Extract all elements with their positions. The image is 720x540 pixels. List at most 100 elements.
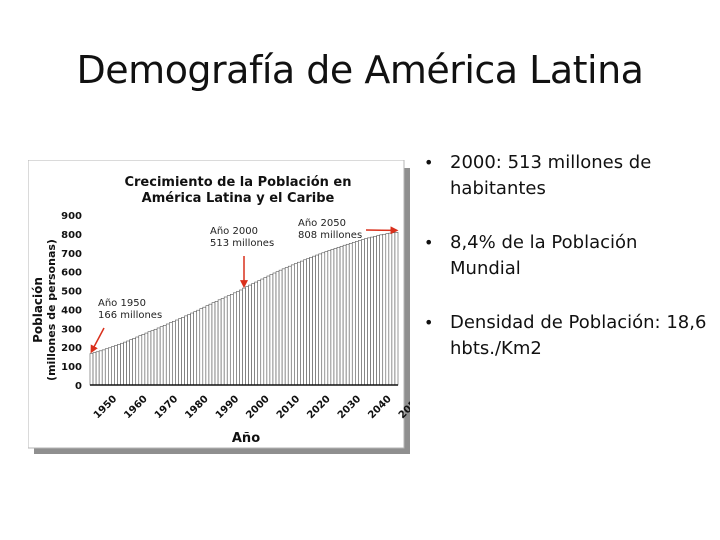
bar — [111, 346, 115, 386]
bar — [254, 281, 259, 386]
bar — [104, 348, 109, 386]
bar — [226, 295, 231, 386]
bar — [355, 241, 359, 386]
bar — [287, 265, 292, 386]
y-tick-label: 400 — [61, 305, 82, 316]
bar — [242, 287, 246, 386]
chart-xlabel: Año — [232, 431, 260, 446]
bar — [144, 332, 149, 386]
bar — [342, 244, 347, 386]
bullet-list: 2000: 513 millones de habitantes 8,4% de… — [420, 150, 710, 390]
bar — [266, 275, 271, 386]
annotation-label: 808 millones — [298, 230, 362, 241]
y-tick-label: 500 — [61, 287, 82, 298]
bar — [336, 247, 341, 386]
annotation-label: Año 1950 — [98, 298, 146, 309]
bar — [178, 318, 182, 386]
bar — [394, 232, 399, 386]
bar — [345, 243, 350, 386]
bar — [321, 252, 326, 386]
bar — [199, 308, 204, 386]
bar — [162, 325, 167, 386]
bar — [300, 260, 304, 386]
bar — [220, 298, 225, 386]
bar — [202, 306, 207, 386]
bar — [379, 234, 384, 386]
bar — [101, 349, 106, 386]
bullet-item: 8,4% de la Población Mundial — [420, 230, 710, 282]
annotation-label: Año 2050 — [298, 218, 346, 229]
bar — [184, 315, 188, 386]
bar — [361, 239, 365, 386]
bar — [92, 352, 97, 386]
bar — [187, 314, 191, 386]
bar — [385, 233, 390, 386]
bar — [98, 350, 103, 386]
bar — [229, 294, 234, 386]
bar — [382, 233, 387, 386]
chart-ylabel-line1: Población — [31, 277, 45, 343]
bar — [120, 342, 124, 386]
chart-svg: Crecimiento de la Población en América L… — [28, 160, 410, 454]
chart-title-line2: América Latina y el Caribe — [142, 191, 335, 206]
annotation-label: 513 millones — [210, 238, 274, 249]
bar — [327, 250, 332, 386]
bar — [364, 238, 368, 386]
bar — [269, 274, 274, 386]
bar — [239, 289, 243, 386]
bar — [175, 319, 179, 386]
bar — [263, 277, 268, 386]
bar — [138, 335, 143, 386]
bar — [339, 246, 344, 386]
bullet-item: Densidad de Población: 18,6 hbts./Km2 — [420, 310, 710, 362]
bar — [208, 303, 213, 386]
annotation-arrow — [90, 327, 105, 354]
bar — [333, 248, 338, 386]
bar — [306, 258, 310, 386]
bar — [257, 280, 262, 386]
population-chart: Crecimiento de la Población en América L… — [28, 160, 410, 454]
chart-ylabel-line2: (millones de personas) — [45, 239, 58, 381]
bar — [150, 330, 155, 386]
bar — [278, 269, 283, 386]
bar — [108, 347, 112, 386]
bar — [312, 255, 316, 386]
bar — [217, 299, 222, 386]
bar — [284, 267, 289, 386]
bar — [159, 326, 164, 386]
bar — [211, 302, 216, 386]
bar — [251, 283, 255, 386]
bar — [126, 340, 130, 386]
bar — [141, 334, 146, 386]
bar — [190, 312, 194, 386]
bar — [318, 253, 323, 386]
bar — [290, 264, 295, 386]
bar — [205, 305, 210, 386]
bar — [260, 278, 265, 386]
bar — [114, 345, 118, 386]
bar — [236, 291, 240, 386]
bar — [275, 271, 280, 386]
bar — [281, 268, 286, 386]
bar — [297, 261, 301, 386]
y-tick-label: 800 — [61, 230, 82, 241]
y-tick-label: 100 — [61, 362, 82, 373]
bar — [376, 235, 380, 386]
bar — [248, 284, 252, 386]
bar — [388, 232, 393, 386]
bar — [129, 339, 133, 386]
y-tick-label: 300 — [61, 324, 82, 335]
annotation-label: 166 millones — [98, 310, 162, 321]
bar — [245, 286, 249, 386]
bar — [132, 338, 137, 386]
bar — [165, 323, 170, 386]
annotation-label: Año 2000 — [210, 226, 258, 237]
y-tick-labels: 0 100 200 300 400 500 600 700 800 900 — [61, 211, 82, 392]
bar — [370, 236, 374, 386]
y-tick-label: 600 — [61, 268, 82, 279]
bar — [196, 309, 201, 386]
bar — [193, 311, 198, 386]
bar — [168, 322, 173, 386]
bar — [324, 251, 329, 386]
